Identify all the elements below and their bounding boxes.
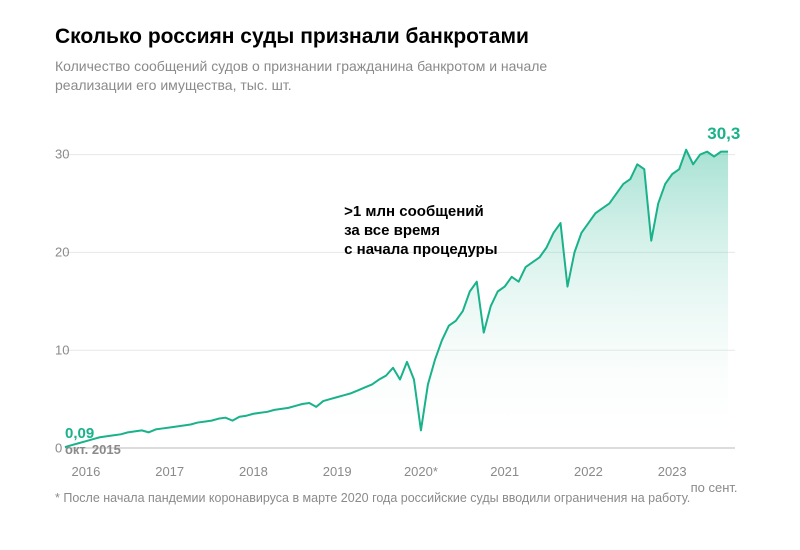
x-tick-label: 2023 [658, 464, 687, 479]
chart-title: Сколько россиян суды признали банкротами [55, 25, 745, 49]
x-tick-label: 2022 [574, 464, 603, 479]
x-tick-label: 2018 [239, 464, 268, 479]
x-tick-label: 2019 [323, 464, 352, 479]
start-value-callout: 0,09окт. 2015 [65, 426, 121, 457]
chart-subtitle: Количество сообщений судов о признании г… [55, 57, 615, 95]
chart-annotation: >1 млн сообщений за все время с начала п… [344, 203, 497, 259]
x-tick-label: 2020* [404, 464, 438, 479]
chart-footnote: * После начала пандемии коронавируса в м… [55, 490, 695, 507]
x-tick-label: по сент. [691, 480, 738, 495]
chart-area: 010203020162017201820192020*202120222023… [55, 113, 745, 458]
area-chart-svg [55, 113, 745, 458]
x-tick-label: 2016 [71, 464, 100, 479]
end-value-callout: 30,3 [707, 124, 740, 144]
x-tick-label: 2017 [155, 464, 184, 479]
x-tick-label: 2021 [490, 464, 519, 479]
